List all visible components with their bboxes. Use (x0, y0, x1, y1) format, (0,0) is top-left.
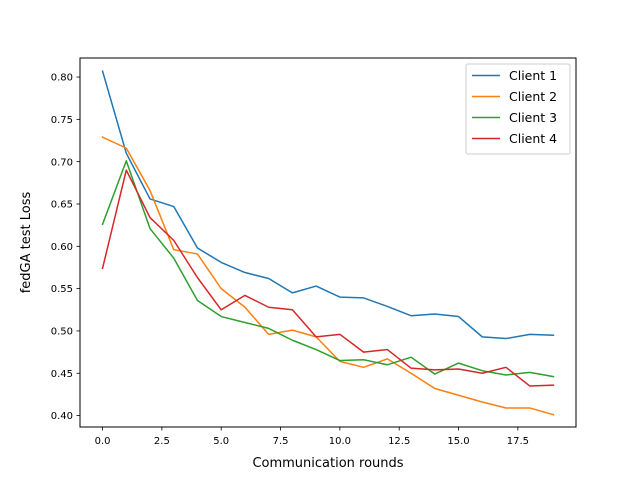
legend-label-client-1: Client 1 (509, 68, 557, 83)
legend-label-client-2: Client 2 (509, 89, 557, 104)
x-axis: 0.0 2.5 5.0 7.5 10.0 12.5 15.0 17.5 (95, 427, 529, 447)
series-layer (101, 70, 555, 416)
series-line-client-1 (101, 70, 555, 340)
x-tick-label: 12.5 (388, 436, 410, 447)
x-tick-label: 7.5 (273, 436, 289, 447)
series-line-client-3 (101, 160, 555, 378)
legend: Client 1 Client 2 Client 3 Client 4 (465, 63, 571, 155)
y-tick-label: 0.70 (51, 157, 73, 168)
y-tick-label: 0.50 (51, 327, 73, 338)
x-tick-label: 5.0 (213, 436, 229, 447)
y-tick-label: 0.60 (51, 242, 73, 253)
x-tick-label: 0.0 (95, 436, 111, 447)
series-line-client-2 (101, 136, 555, 416)
legend-label-client-3: Client 3 (509, 110, 557, 125)
y-tick-label: 0.80 (51, 73, 73, 84)
x-tick-label: 10.0 (329, 436, 351, 447)
x-tick-label: 17.5 (507, 436, 529, 447)
y-axis-label: fedGA test Loss (19, 192, 34, 294)
legend-label-client-4: Client 4 (509, 131, 557, 146)
y-tick-label: 0.75 (51, 115, 73, 126)
y-tick-label: 0.45 (51, 369, 73, 380)
x-tick-label: 2.5 (154, 436, 170, 447)
y-tick-label: 0.55 (51, 284, 73, 295)
y-tick-label: 0.65 (51, 200, 73, 211)
series-line-client-4 (101, 169, 555, 387)
x-tick-label: 15.0 (447, 436, 469, 447)
y-axis: 0.40 0.45 0.50 0.55 0.60 0.65 0.70 0.75 0.80 (51, 73, 80, 422)
plot-frame (79, 57, 577, 428)
legend-box (465, 63, 571, 155)
x-axis-label: Communication rounds (252, 456, 403, 471)
y-tick-label: 0.40 (51, 411, 73, 422)
